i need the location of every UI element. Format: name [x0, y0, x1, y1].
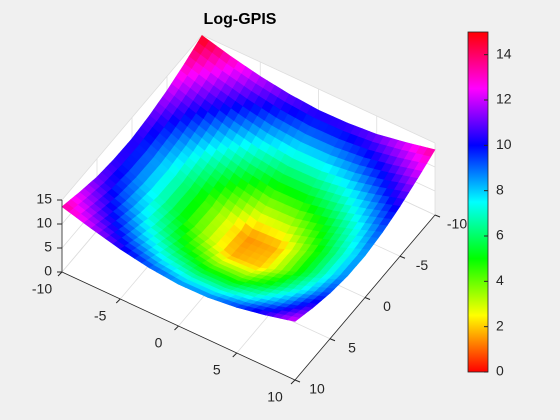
- z-tick-label: 0: [44, 263, 52, 279]
- x-tick: [115, 298, 121, 304]
- y-tick-label: 0: [383, 298, 391, 314]
- z-tick-label: 5: [44, 239, 52, 255]
- y-tick: [294, 379, 301, 383]
- colorbar-tick-label: 6: [496, 227, 504, 243]
- grid-line: [61, 34, 203, 201]
- x-tick-label: -5: [94, 308, 107, 324]
- surface-patch: [287, 316, 301, 322]
- chart-title: Log-GPIS: [204, 11, 277, 28]
- y-tick: [364, 297, 371, 300]
- y-tick-label: 10: [309, 381, 325, 397]
- colorbar-scale: [467, 31, 489, 373]
- x-tick-label: 5: [213, 362, 221, 378]
- x-tick: [57, 271, 63, 277]
- x-tick: [290, 379, 296, 385]
- colorbar-tick-label: 2: [496, 317, 504, 333]
- colorbar-tick-label: 4: [496, 272, 504, 288]
- colorbar-tick-label: 14: [496, 45, 512, 61]
- z-tick-label: 15: [36, 191, 52, 207]
- colorbar-tick-label: 10: [496, 136, 512, 152]
- colorbar: 0 2 4 6 8 10 12 14: [467, 31, 512, 379]
- axes: -10 -5 0 5 10 -10 -5 0 5 10 0 5 10 15: [32, 191, 467, 405]
- surface: [61, 35, 436, 322]
- y-tick-label: -5: [416, 257, 429, 273]
- colorbar-tick-label: 8: [496, 181, 504, 197]
- x-tick: [232, 352, 238, 358]
- colorbar-tick-label: 12: [496, 91, 512, 107]
- y-tick-label: -10: [447, 216, 467, 232]
- z-tick-label: 10: [36, 215, 52, 231]
- grid-line: [201, 34, 436, 144]
- y-tick-label: 5: [348, 339, 356, 355]
- y-tick: [329, 338, 336, 342]
- x-tick-label: -10: [32, 281, 52, 297]
- x-tick-label: 10: [267, 389, 283, 405]
- colorbar-tick-label: 0: [496, 363, 504, 379]
- x-tick: [174, 325, 179, 331]
- y-tick: [434, 214, 441, 218]
- x-tick-label: 0: [155, 335, 163, 351]
- y-tick: [399, 255, 406, 259]
